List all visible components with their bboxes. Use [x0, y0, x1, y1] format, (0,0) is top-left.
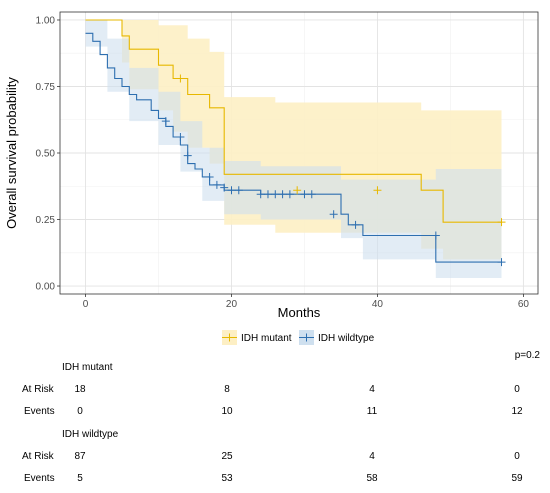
legend-label-idh-wildtype: IDH wildtype — [318, 333, 375, 344]
censor-mark — [300, 190, 309, 199]
censor-mark — [234, 186, 243, 195]
risk-cell: 0 — [514, 451, 520, 462]
risk-cell: 4 — [369, 384, 375, 395]
censor-marks — [161, 74, 506, 267]
y-tick-label: 0.50 — [36, 149, 56, 160]
risk-cell: 58 — [366, 473, 378, 484]
censor-mark — [271, 190, 280, 199]
y-tick-label: 0.00 — [36, 282, 56, 293]
events-row-label: Events — [24, 473, 55, 484]
censor-mark — [351, 220, 360, 229]
censor-mark — [176, 74, 185, 83]
risk-cell: 11 — [367, 406, 378, 417]
censor-mark — [212, 180, 221, 189]
risk-cell: 0 — [514, 384, 520, 395]
censor-mark — [293, 186, 302, 195]
risk-cell: 18 — [74, 384, 86, 395]
censor-mark — [205, 172, 214, 181]
risk-cell: 25 — [221, 451, 233, 462]
censor-mark — [256, 190, 265, 199]
risk-cell: 87 — [74, 451, 86, 462]
risk-cell: 10 — [221, 406, 233, 417]
censor-mark — [161, 117, 170, 126]
risk-cell: 8 — [224, 384, 230, 395]
risk-cell: 59 — [511, 473, 523, 484]
x-tick-label: 0 — [83, 299, 89, 310]
censor-mark — [285, 190, 294, 199]
censor-mark — [307, 190, 316, 199]
y-axis-ticks: 0.00 0.25 0.50 0.75 1.00 — [36, 15, 60, 293]
legend-label-idh-mutant: IDH mutant — [241, 333, 292, 344]
censor-mark — [220, 183, 229, 192]
risk-cell: 12 — [511, 406, 523, 417]
risk-cell: 53 — [221, 473, 233, 484]
censor-mark — [329, 210, 338, 219]
censor-mark — [263, 190, 272, 199]
survival-curve-idh-mutant — [85, 19, 502, 223]
risk-row-label: At Risk — [22, 384, 55, 395]
x-tick-label: 20 — [226, 299, 238, 310]
risk-cell: 0 — [77, 406, 83, 417]
risk-row-label: At Risk — [22, 451, 55, 462]
x-tick-label: 60 — [518, 299, 530, 310]
censor-mark — [278, 190, 287, 199]
events-row-label: Events — [24, 406, 55, 417]
censor-mark — [373, 186, 382, 195]
censor-mark — [176, 133, 185, 142]
ci-band-idh-wildtype — [85, 20, 502, 278]
y-tick-label: 0.25 — [36, 215, 56, 226]
censor-mark — [227, 186, 236, 195]
risk-cell: 4 — [369, 451, 375, 462]
censor-mark — [497, 258, 506, 267]
y-tick-label: 1.00 — [36, 15, 56, 26]
censor-mark — [183, 151, 192, 160]
confidence-bands — [85, 20, 502, 278]
censor-mark — [497, 218, 506, 227]
y-tick-label: 0.75 — [36, 82, 56, 93]
y-axis-title: Overall survival probability — [4, 77, 19, 229]
x-tick-label: 40 — [372, 299, 384, 310]
legend: IDH mutant IDH wildtype — [222, 330, 375, 345]
risk-group-title-idh-wildtype: IDH wildtype — [62, 429, 119, 440]
risk-table: IDH mutant At Risk 18 8 4 0 Events 0 10 … — [22, 362, 523, 484]
risk-group-title-idh-mutant: IDH mutant — [62, 362, 113, 373]
p-value-label: p=0.2 — [515, 350, 541, 361]
risk-cell: 5 — [77, 473, 83, 484]
x-axis-title: Months — [278, 305, 321, 320]
censor-mark — [431, 231, 440, 240]
x-axis-ticks: 0 20 40 60 — [83, 294, 530, 310]
